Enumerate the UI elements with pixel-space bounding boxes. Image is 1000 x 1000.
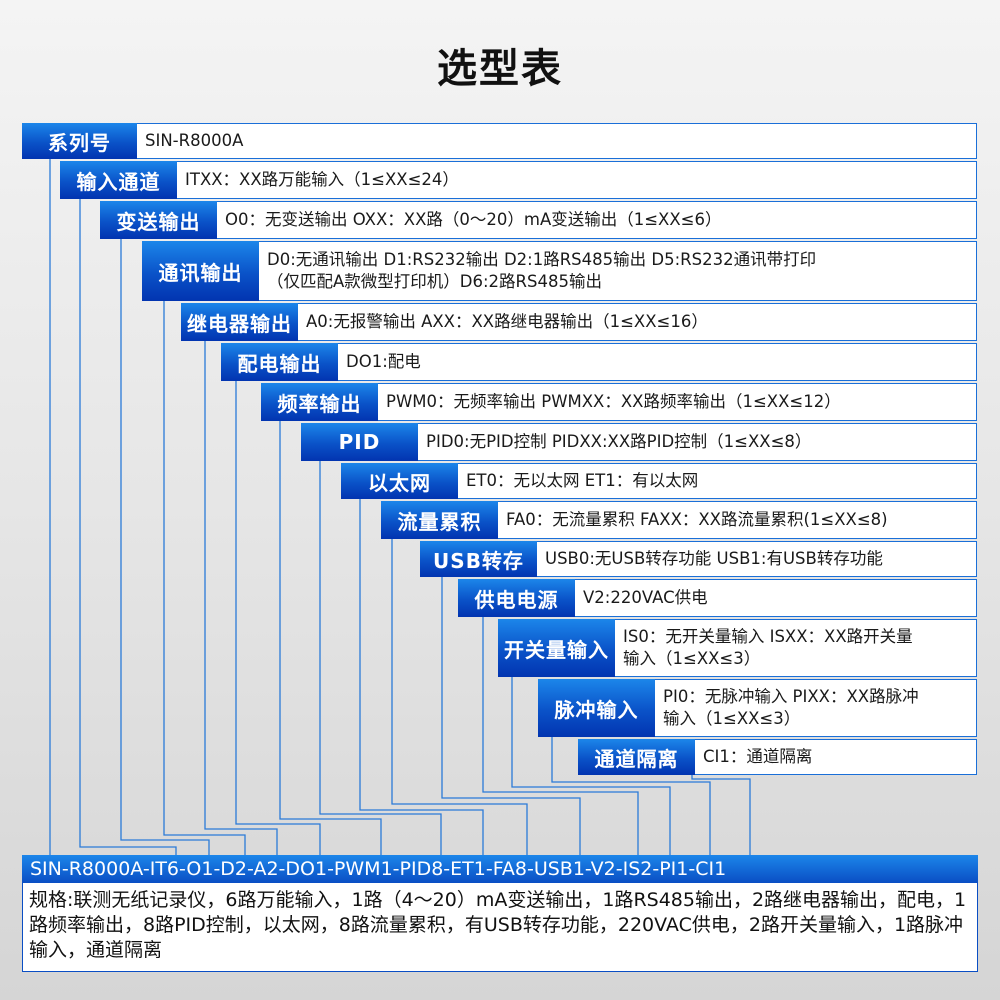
row-label: 继电器输出	[181, 303, 298, 341]
row-value: DO1:配电	[338, 343, 977, 381]
row-label: 脉冲输入	[538, 679, 655, 737]
connector-line	[359, 499, 484, 855]
row-value: CI1：通道隔离	[695, 739, 977, 775]
example-model-code: SIN-R8000A-IT6-O1-D2-A2-DO1-PWM1-PID8-ET…	[22, 855, 978, 883]
table-row: 系列号 SIN-R8000A	[22, 123, 977, 159]
row-label: 通讯输出	[142, 241, 259, 301]
connector-line	[204, 341, 278, 855]
connector-line	[441, 577, 581, 855]
row-label: 输入通道	[60, 161, 177, 199]
connector-line	[391, 539, 528, 855]
connector-line	[79, 199, 177, 855]
table-row: 通讯输出 D0:无通讯输出 D1:RS232输出 D2:1路RS485输出 D5:…	[142, 241, 977, 301]
row-label: PID	[301, 423, 418, 461]
row-value: IS0：无开关量输入 ISXX：XX路开关量 输入（1≤XX≤3）	[615, 619, 977, 677]
row-value: SIN-R8000A	[137, 123, 977, 159]
table-row: 以太网 ET0：无以太网 ET1：有以太网	[341, 463, 977, 499]
page-title: 选型表	[437, 46, 563, 92]
connector-line	[511, 677, 671, 855]
table-row: 输入通道 ITXX：XX路万能输入（1≤XX≤24）	[60, 161, 977, 199]
row-label: 系列号	[22, 123, 137, 159]
row-value: A0:无报警输出 AXX：XX路继电器输出（1≤XX≤16）	[298, 303, 977, 341]
connector-line	[120, 239, 210, 855]
connector-line	[163, 301, 246, 855]
row-label: 以太网	[341, 463, 458, 499]
row-value: ET0：无以太网 ET1：有以太网	[458, 463, 977, 499]
connector-line	[551, 737, 711, 855]
table-row: 配电输出 DO1:配电	[221, 343, 977, 381]
table-row: 继电器输出 A0:无报警输出 AXX：XX路继电器输出（1≤XX≤16）	[181, 303, 977, 341]
row-value: PWM0：无频率输出 PWMXX：XX路频率输出（1≤XX≤12）	[378, 383, 977, 421]
table-row: 变送输出 O0：无变送输出 OXX：XX路（0～20）mA变送输出（1≤XX≤6）	[100, 201, 977, 239]
table-row: 脉冲输入 PI0：无脉冲输入 PIXX：XX路脉冲 输入（1≤XX≤3）	[538, 679, 977, 737]
row-value: PID0:无PID控制 PIDXX:XX路PID控制（1≤XX≤8）	[418, 423, 977, 461]
row-value: O0：无变送输出 OXX：XX路（0～20）mA变送输出（1≤XX≤6）	[217, 201, 977, 239]
row-value: D0:无通讯输出 D1:RS232输出 D2:1路RS485输出 D5:RS23…	[259, 241, 977, 301]
row-value: PI0：无脉冲输入 PIXX：XX路脉冲 输入（1≤XX≤3）	[655, 679, 977, 737]
table-row: 频率输出 PWM0：无频率输出 PWMXX：XX路频率输出（1≤XX≤12）	[261, 383, 977, 421]
connector-line	[279, 421, 382, 855]
connector-line	[691, 775, 751, 855]
table-row: 通道隔离 CI1：通道隔离	[578, 739, 977, 775]
row-label: 变送输出	[100, 201, 217, 239]
row-value: ITXX：XX路万能输入（1≤XX≤24）	[177, 161, 977, 199]
row-label: USB转存	[420, 541, 537, 577]
row-label: 供电电源	[458, 579, 575, 617]
connector-line	[319, 461, 442, 855]
row-label: 配电输出	[221, 343, 338, 381]
row-value: USB0:无USB转存功能 USB1:有USB转存功能	[537, 541, 977, 577]
table-row: 流量累积 FA0：无流量累积 FAXX：XX路流量累积(1≤XX≤8)	[381, 501, 977, 539]
table-row: PID PID0:无PID控制 PIDXX:XX路PID控制（1≤XX≤8）	[301, 423, 977, 461]
row-label: 开关量输入	[498, 619, 615, 677]
row-label: 流量累积	[381, 501, 498, 539]
table-row: 开关量输入 IS0：无开关量输入 ISXX：XX路开关量 输入（1≤XX≤3）	[498, 619, 977, 677]
connector-line	[235, 381, 321, 855]
table-row: 供电电源 V2:220VAC供电	[458, 579, 977, 617]
row-value: FA0：无流量累积 FAXX：XX路流量累积(1≤XX≤8)	[498, 501, 977, 539]
row-value: V2:220VAC供电	[575, 579, 977, 617]
row-label: 通道隔离	[578, 739, 695, 775]
example-description: 规格:联测无纸记录仪，6路万能输入，1路（4～20）mA变送输出，1路RS485…	[22, 883, 978, 972]
table-row: USB转存 USB0:无USB转存功能 USB1:有USB转存功能	[420, 541, 977, 577]
row-label: 频率输出	[261, 383, 378, 421]
connector-line	[482, 617, 639, 855]
